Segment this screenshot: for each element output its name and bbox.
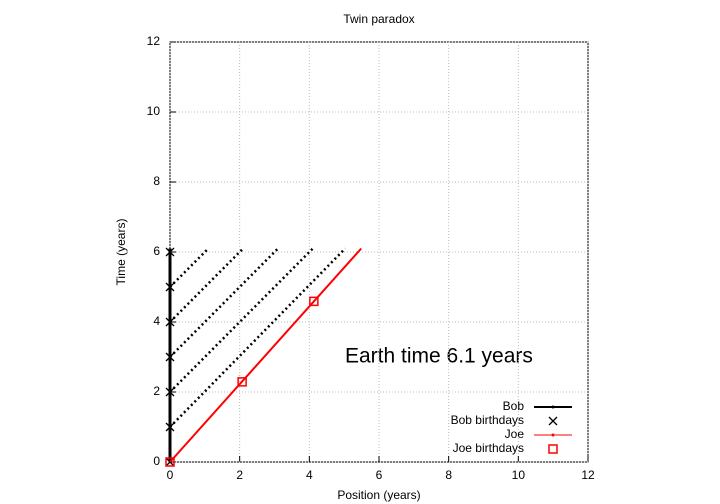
x-tick-label: 8 bbox=[445, 468, 452, 482]
signal-line bbox=[169, 247, 279, 358]
marker bbox=[165, 457, 175, 467]
marker bbox=[165, 387, 175, 397]
y-axis-label: Time (years) bbox=[114, 219, 128, 286]
signal-line bbox=[169, 247, 245, 323]
legend-swatch bbox=[548, 444, 558, 454]
signal-line bbox=[169, 247, 314, 393]
legend-swatch bbox=[551, 405, 555, 409]
x-tick-label: 0 bbox=[167, 468, 174, 482]
x-tick-label: 2 bbox=[236, 468, 243, 482]
legend-label: Bob bbox=[503, 399, 525, 413]
x-tick-label: 4 bbox=[306, 468, 313, 482]
series-line bbox=[169, 247, 362, 463]
legend-label: Joe birthdays bbox=[453, 441, 524, 455]
marker bbox=[165, 352, 175, 362]
marker bbox=[165, 422, 175, 432]
marker bbox=[165, 317, 175, 327]
x-tick-label: 6 bbox=[376, 468, 383, 482]
y-tick-label: 8 bbox=[153, 174, 160, 188]
y-tick-label: 12 bbox=[147, 34, 161, 48]
annotation: Earth time 6.1 years bbox=[345, 345, 533, 368]
legend-swatch bbox=[551, 433, 555, 437]
marker bbox=[237, 377, 247, 387]
chart-title: Twin paradox bbox=[343, 12, 414, 26]
legend-label: Bob birthdays bbox=[451, 413, 524, 427]
x-tick-label: 12 bbox=[581, 468, 595, 482]
y-tick-label: 2 bbox=[153, 384, 160, 398]
marker bbox=[165, 282, 175, 292]
legend-label: Joe bbox=[505, 427, 525, 441]
marker bbox=[309, 296, 319, 307]
y-tick-label: 0 bbox=[153, 454, 160, 468]
signal-line bbox=[169, 247, 210, 288]
y-tick-label: 4 bbox=[153, 314, 160, 328]
legend-swatch bbox=[548, 416, 558, 426]
signal-line bbox=[169, 247, 347, 428]
x-tick-label: 10 bbox=[512, 468, 526, 482]
marker bbox=[165, 247, 175, 257]
y-tick-label: 6 bbox=[153, 244, 160, 258]
y-tick-label: 10 bbox=[147, 104, 161, 118]
x-axis-label: Position (years) bbox=[337, 488, 420, 502]
